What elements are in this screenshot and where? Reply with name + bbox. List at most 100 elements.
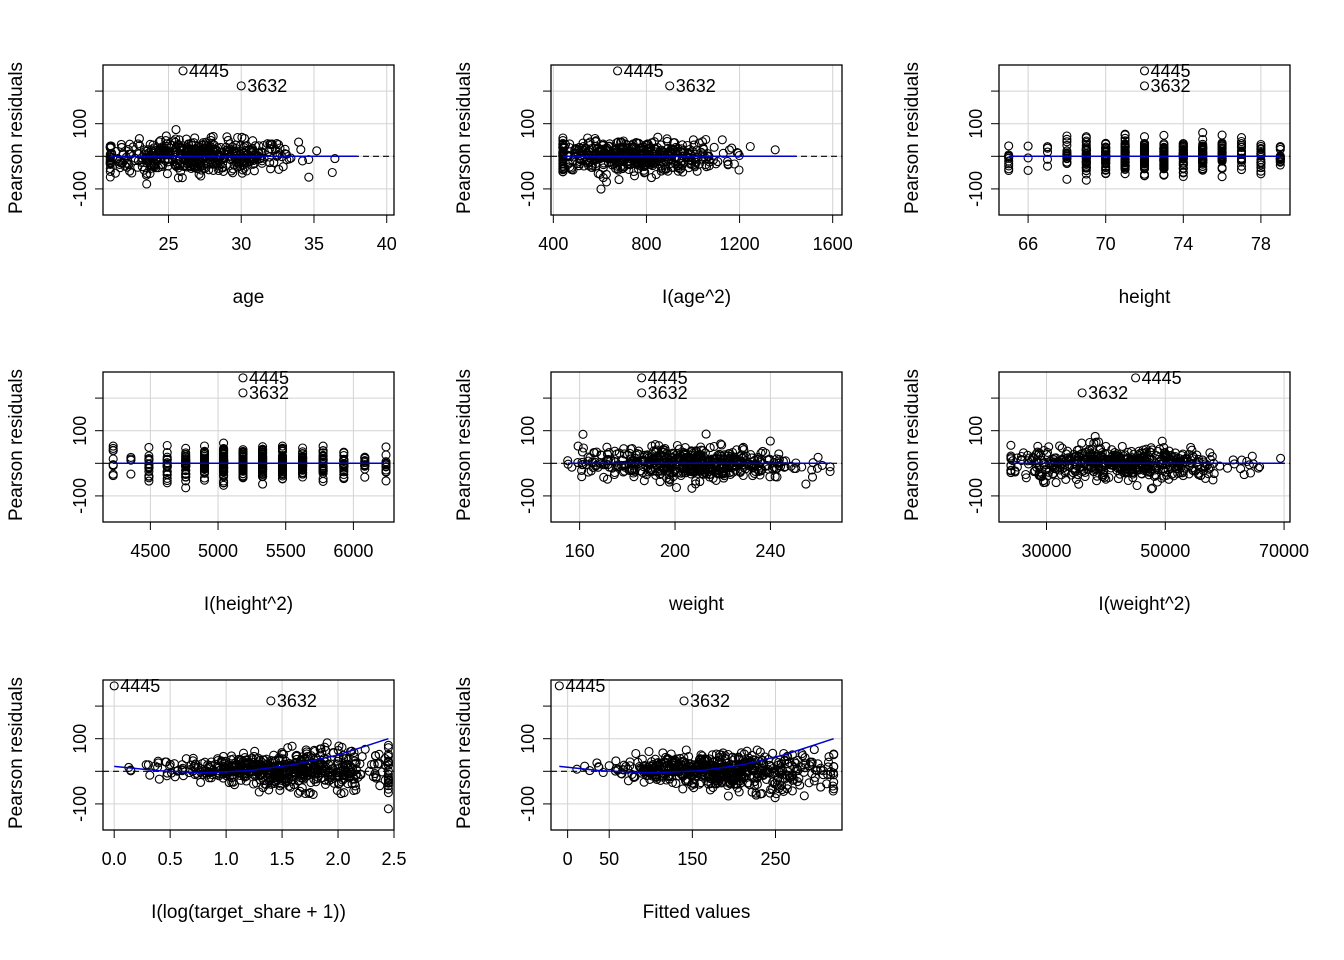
data-point bbox=[258, 445, 268, 455]
data-point bbox=[558, 138, 568, 148]
data-point bbox=[200, 757, 210, 767]
data-point bbox=[1159, 146, 1169, 156]
data-point bbox=[126, 469, 136, 479]
data-point bbox=[357, 752, 367, 762]
data-point bbox=[1062, 158, 1072, 169]
data-point bbox=[1152, 477, 1162, 487]
data-point bbox=[731, 461, 741, 471]
data-point bbox=[678, 784, 688, 794]
data-point bbox=[1159, 471, 1169, 481]
data-point bbox=[1160, 467, 1170, 477]
data-point bbox=[558, 133, 568, 143]
data-point bbox=[750, 466, 760, 476]
data-point bbox=[709, 142, 719, 152]
data-point bbox=[705, 785, 715, 795]
data-point bbox=[625, 448, 635, 458]
data-point bbox=[578, 443, 589, 453]
data-point bbox=[768, 777, 778, 787]
data-point bbox=[309, 745, 319, 755]
y-tick-label: -100 bbox=[518, 478, 538, 514]
data-point bbox=[327, 167, 337, 178]
data-point bbox=[716, 439, 726, 449]
data-point bbox=[181, 134, 191, 144]
outlier-point bbox=[613, 66, 623, 76]
data-point bbox=[383, 743, 393, 753]
x-axis: 160 200 240 bbox=[565, 521, 785, 561]
data-point bbox=[633, 757, 643, 767]
data-point bbox=[759, 766, 769, 776]
y-axis: 100 -100 bbox=[966, 397, 999, 514]
data-point bbox=[1092, 456, 1102, 466]
data-point bbox=[278, 162, 288, 172]
data-point bbox=[770, 145, 780, 155]
data-point bbox=[1090, 431, 1100, 441]
x-tick-label: 150 bbox=[677, 849, 707, 869]
data-point bbox=[349, 785, 359, 796]
data-point bbox=[231, 140, 241, 150]
data-point bbox=[1207, 452, 1217, 462]
data-point bbox=[748, 771, 758, 781]
data-point bbox=[1154, 457, 1164, 467]
data-point bbox=[339, 467, 349, 477]
data-point bbox=[602, 442, 612, 452]
data-point bbox=[235, 755, 245, 765]
data-point bbox=[602, 456, 613, 466]
data-point bbox=[144, 442, 154, 452]
data-point bbox=[689, 783, 699, 793]
data-point bbox=[170, 772, 180, 782]
data-point bbox=[763, 464, 773, 474]
data-point bbox=[598, 767, 608, 778]
data-point bbox=[558, 162, 568, 172]
y-axis: 100 -100 bbox=[966, 90, 999, 207]
data-point bbox=[624, 164, 634, 175]
data-point bbox=[629, 171, 640, 181]
data-points bbox=[124, 738, 393, 814]
data-point bbox=[1084, 447, 1094, 457]
data-point bbox=[284, 154, 294, 164]
data-point bbox=[1196, 471, 1206, 481]
data-point bbox=[1256, 166, 1266, 176]
data-point bbox=[1256, 160, 1266, 170]
data-point bbox=[1004, 164, 1014, 174]
data-point bbox=[114, 159, 125, 169]
data-point bbox=[142, 179, 152, 189]
data-point bbox=[1062, 131, 1072, 141]
data-point bbox=[108, 469, 118, 479]
data-point bbox=[144, 451, 154, 461]
data-point bbox=[742, 746, 752, 756]
data-point bbox=[219, 438, 229, 448]
data-point bbox=[623, 776, 633, 786]
data-point bbox=[318, 466, 328, 476]
data-point bbox=[1104, 472, 1114, 483]
x-tick-label: 160 bbox=[565, 541, 595, 561]
data-point bbox=[689, 779, 699, 789]
x-axis: 0.0 0.5 1.0 1.5 2.0 2.5 bbox=[102, 829, 407, 869]
data-point bbox=[241, 776, 251, 786]
data-point bbox=[1097, 461, 1107, 472]
data-point bbox=[671, 482, 682, 493]
data-point bbox=[1128, 473, 1138, 483]
data-point bbox=[727, 143, 737, 153]
data-point bbox=[127, 168, 137, 178]
data-point bbox=[718, 748, 728, 758]
data-point bbox=[696, 450, 706, 460]
data-point bbox=[1023, 153, 1033, 163]
data-point bbox=[754, 770, 764, 781]
data-point bbox=[1178, 139, 1188, 149]
fit-line bbox=[559, 737, 834, 774]
data-point bbox=[269, 158, 279, 168]
data-point bbox=[1021, 473, 1031, 483]
data-point bbox=[724, 145, 734, 155]
data-point bbox=[596, 152, 606, 162]
data-point bbox=[794, 773, 804, 783]
x-axis: 30000 50000 70000 bbox=[1021, 521, 1309, 561]
data-point bbox=[817, 460, 827, 470]
data-point bbox=[658, 748, 668, 758]
data-point bbox=[585, 766, 595, 776]
data-point bbox=[690, 157, 701, 167]
data-point bbox=[558, 136, 568, 146]
data-point bbox=[804, 778, 814, 788]
data-point bbox=[627, 456, 637, 467]
data-point bbox=[1081, 153, 1091, 163]
